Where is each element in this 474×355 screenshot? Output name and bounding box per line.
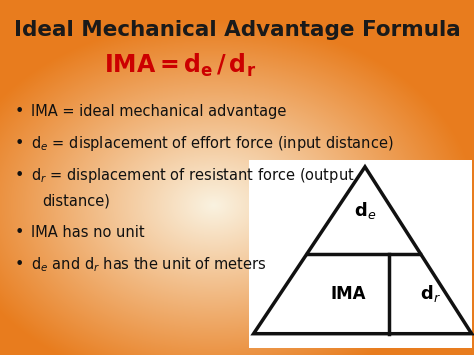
Text: d$_r$: d$_r$ [420, 283, 441, 304]
Text: d$_r$ = displacement of resistant force (output: d$_r$ = displacement of resistant force … [31, 166, 355, 185]
Text: d$_e$ = displacement of effort force (input distance): d$_e$ = displacement of effort force (in… [31, 134, 393, 153]
Text: •: • [14, 104, 24, 119]
Text: distance): distance) [43, 193, 110, 208]
Text: IMA: IMA [330, 285, 365, 303]
Bar [249, 160, 472, 348]
Text: •: • [14, 136, 24, 151]
Text: IMA = ideal mechanical advantage: IMA = ideal mechanical advantage [31, 104, 286, 119]
Text: d$_e$ and d$_r$ has the unit of meters: d$_e$ and d$_r$ has the unit of meters [31, 255, 266, 274]
Text: •: • [14, 257, 24, 272]
Text: •: • [14, 168, 24, 183]
Text: $\mathbf{IMA = d_e\,/\,d_r}$: $\mathbf{IMA = d_e\,/\,d_r}$ [104, 52, 256, 79]
Text: Ideal Mechanical Advantage Formula: Ideal Mechanical Advantage Formula [14, 20, 460, 40]
Text: IMA has no unit: IMA has no unit [31, 225, 145, 240]
Polygon shape [254, 167, 472, 334]
Text: •: • [14, 225, 24, 240]
Text: d$_e$: d$_e$ [354, 200, 376, 221]
